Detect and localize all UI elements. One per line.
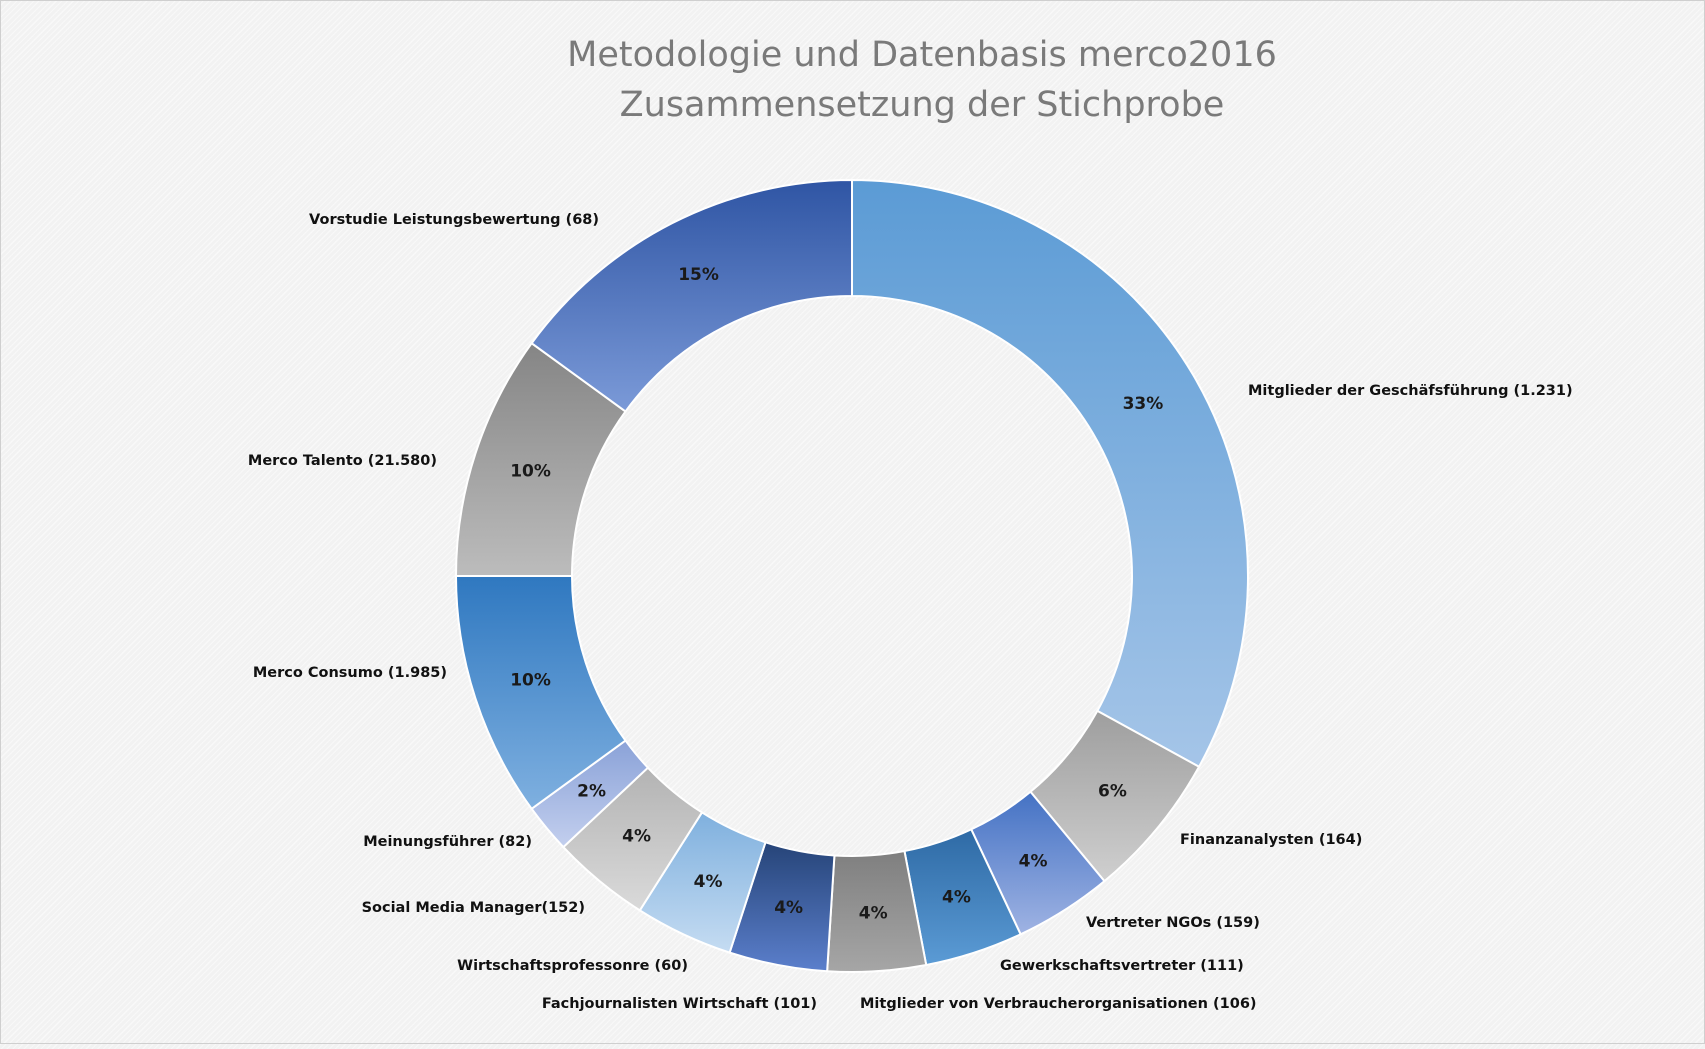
slice-value-label-6: 4% xyxy=(694,872,723,892)
slice-category-label-2: Vertreter NGOs (159) xyxy=(1086,915,1260,931)
slice-value-label-5: 4% xyxy=(774,898,803,918)
slice-value-label-1: 6% xyxy=(1098,781,1127,801)
slice-value-label-10: 10% xyxy=(510,462,551,482)
slice-category-label-10: Merco Talento (21.580) xyxy=(248,453,437,469)
slice-category-label-11: Vorstudie Leistungsbewertung (68) xyxy=(309,212,599,228)
slice-value-label-3: 4% xyxy=(942,887,971,907)
slice-0 xyxy=(851,178,1249,769)
slice-value-label-9: 10% xyxy=(510,670,551,690)
slice-value-label-2: 4% xyxy=(1019,851,1048,871)
slices-group xyxy=(454,178,1249,973)
slice-category-label-4: Mitglieder von Verbraucherorganisationen… xyxy=(860,996,1257,1012)
slice-category-label-0: Mitglieder der Geschäfsführung (1.231) xyxy=(1248,383,1573,399)
slice-category-label-3: Gewerkschaftsvertreter (111) xyxy=(1000,958,1244,974)
slice-value-label-7: 4% xyxy=(622,826,651,846)
chart-title: Metodologie und Datenbasis merco2016 xyxy=(567,35,1277,75)
slice-category-label-9: Merco Consumo (1.985) xyxy=(253,665,447,681)
slice-11 xyxy=(530,178,853,413)
slice-category-label-6: Wirtschaftsprofessonre (60) xyxy=(457,958,688,974)
slice-category-label-8: Meinungsführer (82) xyxy=(363,834,532,850)
slice-category-label-7: Social Media Manager(152) xyxy=(362,900,585,916)
slice-value-label-8: 2% xyxy=(577,781,606,801)
value-labels-group: 33% 6% 4% 4% 4% 4% 4% 4% 2% 10% 10% 15% xyxy=(510,265,1163,923)
category-labels-group: Mitglieder der Geschäfsführung (1.231) Fi… xyxy=(248,212,1573,1012)
slice-category-label-1: Finanzanalysten (164) xyxy=(1180,832,1362,848)
slice-value-label-0: 33% xyxy=(1123,394,1164,414)
chart-subtitle: Zusammensetzung der Stichprobe xyxy=(620,85,1225,125)
slice-value-label-4: 4% xyxy=(859,903,888,923)
slice-category-label-5: Fachjournalisten Wirtschaft (101) xyxy=(542,996,817,1012)
slice-value-label-11: 15% xyxy=(678,265,719,285)
